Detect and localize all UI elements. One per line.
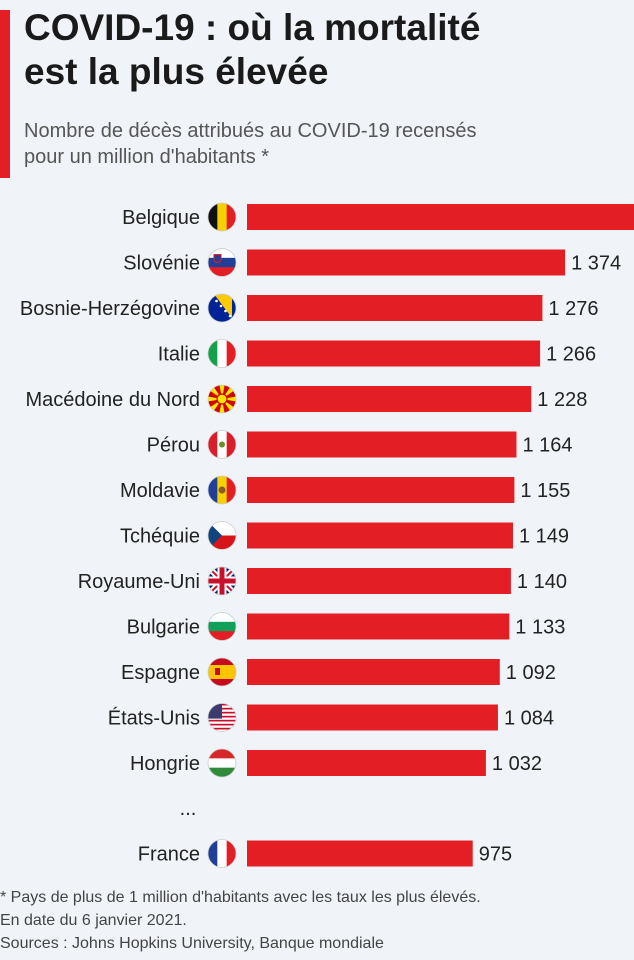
italy-flag-icon: [207, 339, 237, 368]
category-label: Espagne: [121, 662, 200, 684]
category-label: Italie: [158, 344, 200, 366]
bar: [247, 750, 486, 776]
bar: [247, 204, 634, 230]
bar: [247, 840, 473, 867]
peru-flag-icon: [207, 430, 237, 459]
bar-row: France 975: [138, 839, 512, 868]
category-label: États-Unis: [108, 707, 200, 730]
title-line-1: COVID-19 : où la mortalité: [24, 7, 481, 48]
czechia-flag-icon: [207, 521, 237, 550]
value-label: 975: [479, 844, 512, 866]
value-label: 1 140: [517, 571, 567, 593]
footnote-note: * Pays de plus de 1 million d'habitants …: [0, 889, 481, 906]
bar-row: Tchéquie 1 149: [120, 521, 569, 550]
bar-row: Slovénie 1 374: [123, 248, 621, 277]
category-label: Pérou: [147, 435, 200, 457]
bar: [247, 659, 500, 685]
title-line-2: est la plus élevée: [24, 51, 329, 92]
bar: [247, 613, 510, 640]
value-label: 1 149: [519, 526, 569, 548]
value-label: 1 084: [504, 708, 554, 730]
bar: [247, 431, 517, 458]
bar-row: États-Unis 1 084: [108, 703, 554, 732]
value-label: 1 133: [515, 617, 565, 639]
bar: [247, 477, 515, 503]
category-label: Bosnie-Herzégovine: [20, 298, 200, 320]
france-flag-icon: [207, 839, 237, 868]
bar-row: Bulgarie 1 133: [127, 612, 565, 641]
value-label: 1 092: [506, 662, 556, 684]
bar-row: Macédoine du Nord 1 228: [25, 384, 587, 414]
footnote-date: En date du 6 janvier 2021.: [0, 912, 187, 929]
bar: [247, 249, 566, 276]
category-label: Tchéquie: [120, 526, 200, 548]
value-label: 1 228: [537, 389, 587, 411]
value-label: 1 155: [520, 480, 570, 502]
bar: [247, 568, 511, 594]
value-label: 1 032: [492, 753, 542, 775]
value-label: 1 164: [522, 435, 572, 457]
category-label: Hongrie: [130, 753, 200, 775]
bulgaria-flag-icon: [207, 612, 237, 641]
bar: [247, 386, 532, 412]
bar: [247, 522, 513, 549]
north-macedonia-flag-icon: [207, 384, 237, 414]
value-label: 1 276: [548, 298, 598, 320]
category-label: Slovénie: [123, 253, 200, 275]
bar-row: Espagne 1 092: [121, 657, 556, 687]
bar-row: Pérou 1 164: [147, 430, 573, 459]
bar-row: Belgique: [122, 202, 634, 232]
belgium-flag-icon: [207, 202, 237, 232]
slovenia-flag-icon: [207, 248, 237, 277]
bar-row: Hongrie 1 032: [130, 748, 542, 778]
chart-subtitle: Nombre de décès attribués au COVID-19 re…: [24, 118, 624, 170]
bar-chart: Belgique Slovénie 1 374 Bosnie-Herzégovine 1…: [20, 202, 634, 868]
category-label: Royaume-Uni: [78, 571, 200, 593]
value-label: 1 374: [571, 253, 621, 275]
value-label: 1 266: [546, 344, 596, 366]
gap-ellipsis: ...: [180, 798, 197, 820]
bosnia-flag-icon: [207, 293, 237, 323]
moldova-flag-icon: [207, 475, 237, 505]
bar: [247, 340, 541, 367]
bar-row: Bosnie-Herzégovine 1 276: [20, 293, 598, 323]
accent-bar: [0, 10, 10, 178]
subtitle-line-1: Nombre de décès attribués au COVID-19 re…: [24, 120, 477, 142]
footnote-sources: Sources : Johns Hopkins University, Banq…: [0, 935, 384, 952]
category-label: Moldavie: [120, 480, 200, 502]
footnote: * Pays de plus de 1 million d'habitants …: [0, 886, 630, 955]
bar-row: Royaume-Uni 1 140: [78, 566, 567, 596]
bar-row: Italie 1 266: [158, 339, 596, 368]
subtitle-line-2: pour un million d'habitants *: [24, 146, 270, 168]
hungary-flag-icon: [207, 748, 237, 778]
usa-flag-icon: [207, 703, 237, 732]
category-label: France: [138, 844, 200, 866]
bar: [247, 704, 498, 731]
uk-flag-icon: [207, 566, 237, 596]
spain-flag-icon: [207, 657, 237, 687]
category-label: Macédoine du Nord: [25, 389, 200, 411]
category-label: Belgique: [122, 207, 200, 229]
bar-row: Moldavie 1 155: [120, 475, 570, 505]
chart-title: COVID-19 : où la mortalité est la plus é…: [24, 6, 624, 94]
bar: [247, 295, 543, 321]
category-label: Bulgarie: [127, 617, 200, 639]
